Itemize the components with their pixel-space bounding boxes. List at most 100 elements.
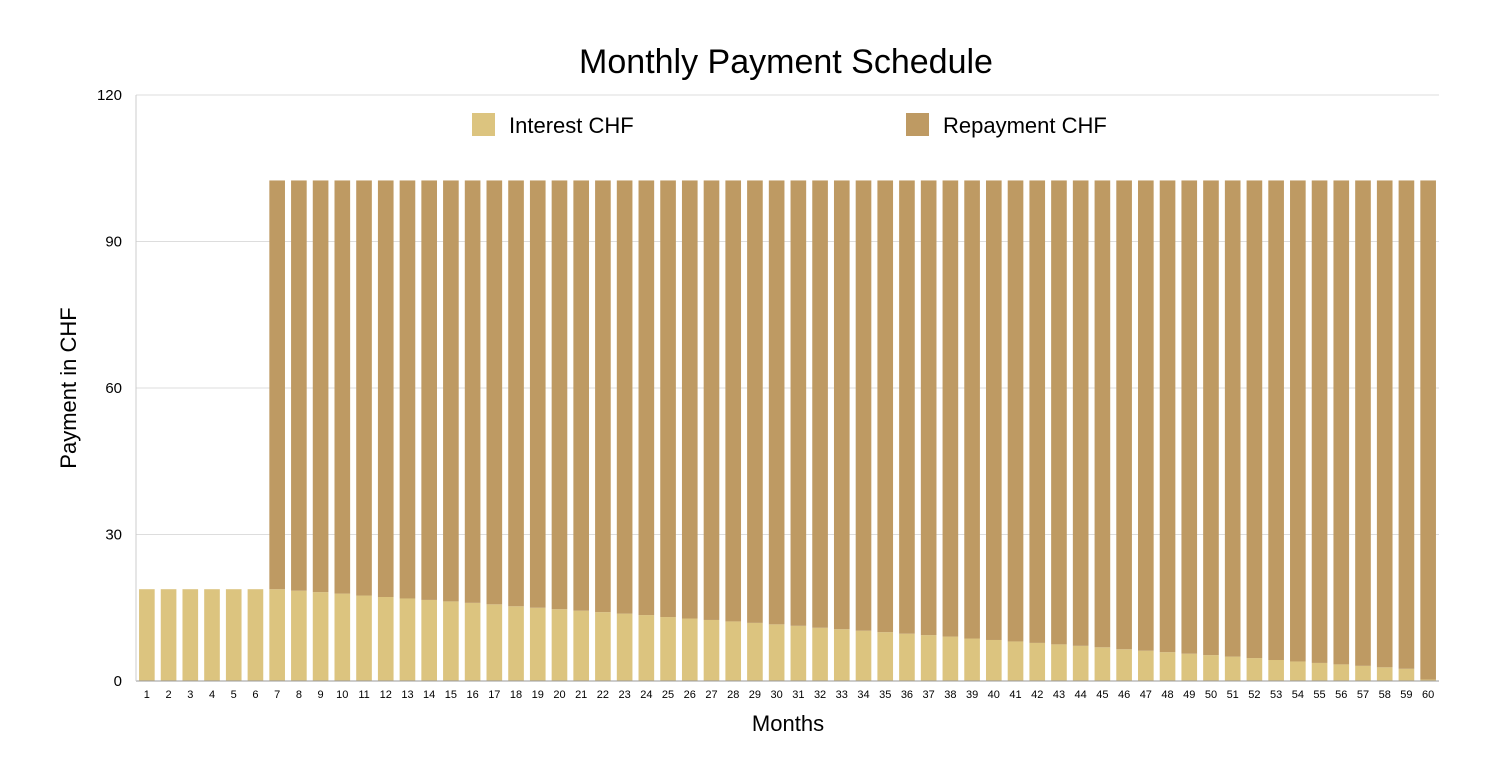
y-tick-label: 90 bbox=[105, 234, 122, 251]
x-tick-label: 48 bbox=[1161, 689, 1173, 701]
bar-repayment bbox=[464, 180, 481, 603]
bar-interest bbox=[1333, 664, 1350, 681]
bar-repayment bbox=[1159, 180, 1176, 653]
bar-interest bbox=[1420, 679, 1436, 681]
x-tick-label: 35 bbox=[879, 689, 891, 701]
bar-interest bbox=[681, 618, 698, 681]
bar-interest bbox=[551, 609, 568, 681]
x-tick-label: 4 bbox=[209, 689, 215, 701]
bar-interest bbox=[1290, 661, 1306, 681]
bar-repayment bbox=[790, 180, 807, 626]
x-tick-label: 30 bbox=[771, 689, 783, 701]
bar-repayment bbox=[920, 180, 937, 636]
bar-repayment bbox=[312, 180, 329, 593]
x-tick-label: 43 bbox=[1053, 689, 1065, 701]
y-tick-label: 30 bbox=[105, 527, 122, 544]
bar-interest bbox=[703, 619, 720, 681]
x-tick-label: 26 bbox=[684, 689, 696, 701]
x-tick-label: 28 bbox=[727, 689, 739, 701]
x-tick-label: 7 bbox=[274, 689, 280, 701]
bar-interest bbox=[1007, 641, 1024, 681]
x-tick-label: 31 bbox=[792, 689, 804, 701]
x-tick-label: 59 bbox=[1400, 689, 1412, 701]
grid-lines bbox=[136, 94, 1439, 535]
bar-repayment bbox=[1290, 180, 1306, 662]
bar-repayment bbox=[660, 180, 676, 618]
bar-interest bbox=[204, 589, 220, 681]
bar-interest bbox=[1094, 647, 1111, 681]
bar-interest bbox=[421, 599, 437, 681]
bar-repayment bbox=[421, 180, 437, 600]
bar-interest bbox=[399, 598, 416, 681]
bar-repayment bbox=[964, 180, 980, 639]
x-tick-label: 25 bbox=[662, 689, 674, 701]
x-tick-label: 47 bbox=[1140, 689, 1152, 701]
bar-interest bbox=[790, 625, 807, 681]
y-tick-label: 120 bbox=[97, 87, 122, 104]
bar-interest bbox=[812, 627, 828, 681]
x-tick-label: 42 bbox=[1031, 689, 1043, 701]
x-tick-label: 37 bbox=[923, 689, 935, 701]
bar-interest bbox=[225, 589, 242, 681]
x-tick-label: 54 bbox=[1292, 689, 1304, 701]
bar-interest bbox=[464, 602, 481, 681]
bar-interest bbox=[1224, 656, 1241, 681]
bar-repayment bbox=[833, 180, 850, 630]
bar-repayment bbox=[1203, 180, 1219, 656]
bar-interest bbox=[356, 595, 372, 681]
y-axis-title: Payment in CHF bbox=[56, 307, 81, 468]
x-tick-label: 2 bbox=[166, 689, 172, 701]
x-axis-ticks: 1 2 3 4 5 6 7 8 9 10 11 12 13 14 15 16 17 18 19 20 21 22 23 24 2… bbox=[144, 689, 1434, 701]
x-tick-label: 38 bbox=[944, 689, 956, 701]
bar-interest bbox=[291, 590, 307, 681]
x-tick-label: 15 bbox=[445, 689, 457, 701]
bar-interest bbox=[985, 639, 1002, 681]
x-tick-label: 53 bbox=[1270, 689, 1282, 701]
bar-repayment bbox=[529, 180, 546, 608]
bar-interest bbox=[334, 593, 351, 681]
bar-interest bbox=[638, 615, 655, 681]
bar-interest bbox=[1181, 653, 1198, 681]
bar-repayment bbox=[985, 180, 1002, 640]
bar-interest bbox=[833, 629, 850, 681]
bar-repayment bbox=[899, 180, 915, 634]
bar-repayment bbox=[508, 180, 524, 607]
bar-repayment bbox=[747, 180, 763, 623]
bar-repayment bbox=[1029, 180, 1046, 643]
bar-repayment bbox=[551, 180, 568, 610]
x-tick-label: 45 bbox=[1096, 689, 1108, 701]
bar-repayment bbox=[768, 180, 785, 625]
bar-interest bbox=[1072, 645, 1089, 681]
y-tick-label: 0 bbox=[114, 673, 122, 690]
bar-interest bbox=[1203, 655, 1219, 681]
bar-repayment bbox=[377, 180, 394, 598]
bar-interest bbox=[269, 589, 285, 681]
x-tick-label: 57 bbox=[1357, 689, 1369, 701]
bar-interest bbox=[747, 622, 763, 681]
x-tick-label: 18 bbox=[510, 689, 522, 701]
bar-repayment bbox=[703, 180, 720, 620]
bar-interest bbox=[725, 621, 742, 681]
x-tick-label: 14 bbox=[423, 689, 435, 701]
bar-repayment bbox=[573, 180, 590, 611]
x-tick-label: 51 bbox=[1227, 689, 1239, 701]
bar-repayment bbox=[269, 180, 285, 590]
x-tick-label: 49 bbox=[1183, 689, 1195, 701]
bar-interest bbox=[139, 589, 155, 681]
x-tick-label: 50 bbox=[1205, 689, 1217, 701]
x-tick-label: 39 bbox=[966, 689, 978, 701]
x-tick-label: 58 bbox=[1379, 689, 1391, 701]
x-tick-label: 33 bbox=[836, 689, 848, 701]
bar-interest bbox=[877, 632, 894, 681]
bar-interest bbox=[160, 589, 177, 681]
legend-label-repayment: Repayment CHF bbox=[943, 113, 1107, 138]
x-tick-label: 24 bbox=[640, 689, 652, 701]
bar-repayment bbox=[1246, 180, 1263, 659]
bar-interest bbox=[1138, 650, 1154, 681]
bar-repayment bbox=[1311, 180, 1328, 663]
chart-title: Monthly Payment Schedule bbox=[579, 43, 993, 81]
bar-interest bbox=[1159, 652, 1176, 681]
bar-repayment bbox=[812, 180, 828, 628]
